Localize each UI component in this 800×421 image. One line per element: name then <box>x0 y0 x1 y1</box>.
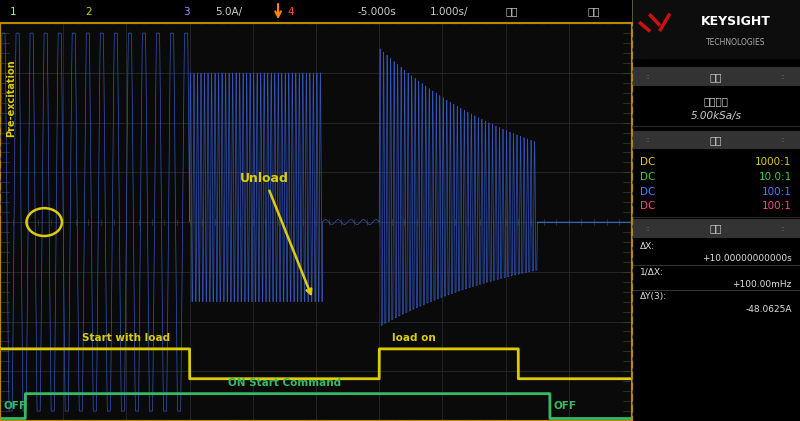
FancyBboxPatch shape <box>632 219 800 238</box>
FancyBboxPatch shape <box>632 131 800 149</box>
Text: 2: 2 <box>86 7 92 16</box>
FancyBboxPatch shape <box>632 0 800 59</box>
Text: ΔY(3):: ΔY(3): <box>640 292 667 301</box>
Text: DC: DC <box>640 201 656 211</box>
Text: DC: DC <box>640 187 656 197</box>
Text: ::: :: <box>780 226 785 232</box>
Text: ON Start Command: ON Start Command <box>228 378 341 388</box>
Text: OFF: OFF <box>3 401 26 411</box>
Text: ::: :: <box>646 137 650 143</box>
Text: ΔX:: ΔX: <box>640 242 655 251</box>
Text: ::: :: <box>780 74 785 80</box>
Text: ::: :: <box>646 74 650 80</box>
Text: +10.00000000000s: +10.00000000000s <box>702 254 792 264</box>
Text: 高分辨率: 高分辨率 <box>703 96 729 106</box>
Text: 1000:1: 1000:1 <box>755 157 792 167</box>
Text: 1/ΔX:: 1/ΔX: <box>640 267 664 276</box>
Text: Pre-excitation: Pre-excitation <box>6 59 16 136</box>
Text: TECHNOLOGIES: TECHNOLOGIES <box>706 37 766 47</box>
Text: Unload: Unload <box>240 172 311 294</box>
Text: 4: 4 <box>287 7 294 16</box>
Text: 滚动: 滚动 <box>588 7 600 16</box>
Text: 通道: 通道 <box>710 135 722 145</box>
Text: KEYSIGHT: KEYSIGHT <box>702 15 771 27</box>
Text: DC: DC <box>640 172 656 182</box>
Text: 5.00kSa/s: 5.00kSa/s <box>690 111 742 121</box>
FancyBboxPatch shape <box>632 67 800 86</box>
Text: +100.00mHz: +100.00mHz <box>732 280 792 289</box>
Text: 5.0A/: 5.0A/ <box>215 7 242 16</box>
Text: 10.0:1: 10.0:1 <box>758 172 792 182</box>
Text: 1: 1 <box>10 7 16 16</box>
Text: 100:1: 100:1 <box>762 201 792 211</box>
Text: -48.0625A: -48.0625A <box>745 305 792 314</box>
Text: 采集: 采集 <box>710 72 722 82</box>
Text: OFF: OFF <box>553 401 576 411</box>
Text: ::: :: <box>780 137 785 143</box>
Text: Start with load: Start with load <box>82 333 170 343</box>
Text: 3: 3 <box>183 7 190 16</box>
Text: load on: load on <box>392 333 435 343</box>
Text: 100:1: 100:1 <box>762 187 792 197</box>
Text: ::: :: <box>646 226 650 232</box>
Text: 光标: 光标 <box>710 224 722 234</box>
Text: 停止: 停止 <box>506 7 518 16</box>
Text: 1.000s/: 1.000s/ <box>430 7 468 16</box>
Text: -5.000s: -5.000s <box>357 7 396 16</box>
Text: DC: DC <box>640 157 656 167</box>
